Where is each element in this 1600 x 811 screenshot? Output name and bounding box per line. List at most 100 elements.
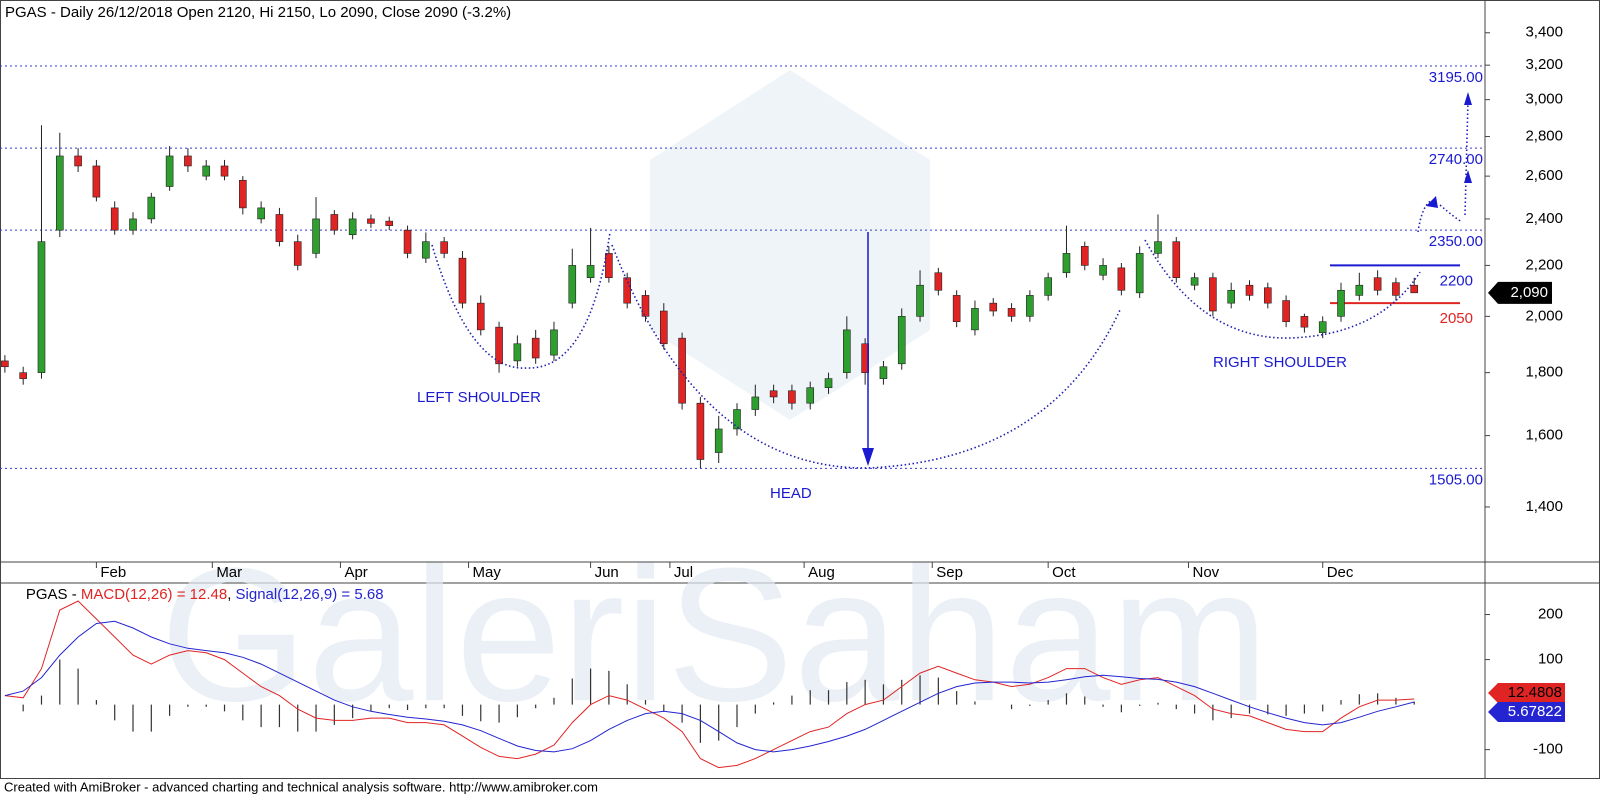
candle-body	[1062, 253, 1071, 274]
candle-body	[989, 302, 998, 312]
macd-line	[4, 620, 1415, 753]
x-tick-label: Jul	[674, 564, 693, 581]
macd-pane: 200 100 -100 12.4808 5.67822	[4, 600, 1565, 769]
candle-body	[1172, 241, 1181, 278]
arrow-head	[1464, 92, 1472, 105]
candle-body	[934, 272, 943, 291]
annotation: LEFT SHOULDER	[417, 389, 541, 406]
x-tick-label: Dec	[1327, 564, 1354, 581]
candle-body	[476, 302, 485, 331]
y-tick-label: 2,600	[1525, 167, 1563, 184]
candle-body	[1044, 277, 1052, 296]
y-tick-label: 100	[1538, 651, 1563, 668]
level-label: 2350.00	[1429, 233, 1483, 250]
level-label: 2740.00	[1429, 151, 1483, 168]
candle-body	[367, 218, 375, 224]
candle-body	[1135, 253, 1144, 294]
x-tick-label: Mar	[216, 564, 242, 581]
arrow-head	[862, 448, 874, 466]
candle-body	[769, 390, 778, 398]
x-tick-label: Feb	[100, 564, 126, 581]
candle-body	[257, 207, 265, 220]
candle-body	[916, 284, 924, 317]
candle-body	[19, 372, 27, 379]
y-tick-label: 3,200	[1525, 56, 1563, 73]
title-part: Signal(12,26,9) = 5.68	[236, 586, 384, 603]
candle-body	[385, 220, 394, 226]
candle-body	[952, 295, 961, 323]
y-tick-label: 1,400	[1525, 498, 1563, 515]
candle-body	[1245, 284, 1254, 296]
candle-body	[1, 360, 9, 368]
annotation: HEAD	[770, 485, 812, 502]
chart-title: PGAS - Daily 26/12/2018 Open 2120, Hi 21…	[5, 4, 511, 21]
candle-body	[1300, 316, 1309, 328]
y-tick-label: 2,400	[1525, 210, 1563, 227]
candle-body	[92, 165, 101, 198]
candle-body	[1080, 246, 1089, 266]
y-tick-label: -100	[1533, 741, 1563, 758]
candle-body	[1117, 267, 1126, 291]
candle-body	[422, 241, 430, 259]
candle-body	[696, 402, 705, 460]
candle-body	[403, 229, 412, 254]
x-tick-label: Oct	[1052, 564, 1076, 581]
level-label: 1505.00	[1429, 471, 1483, 488]
value-tag-label: 12.4808	[1508, 684, 1562, 701]
candle-body	[1026, 295, 1034, 317]
candle-body	[37, 241, 46, 373]
candle-body	[971, 308, 979, 331]
candle-body	[1392, 282, 1400, 296]
x-tick-label: Sep	[936, 564, 963, 581]
price-pane: 3,400 3,200 3,000 2,800 2,600 2,400 2,200 2,000…	[0, 24, 1563, 581]
head-arc	[611, 244, 1121, 469]
title-part: PGAS -	[26, 586, 81, 603]
candle-body	[1227, 289, 1235, 304]
candle-body	[843, 329, 851, 373]
macd-title: PGAS - MACD(12,26) = 12.48, Signal(12,26…	[5, 586, 396, 603]
y-tick-label: 1,800	[1525, 364, 1563, 381]
candle-body	[312, 218, 320, 254]
candle-body	[1355, 284, 1364, 296]
candle-body	[714, 428, 723, 453]
candle-body	[751, 396, 760, 410]
right-shoulder-arc	[1144, 239, 1421, 339]
candle-body	[1007, 308, 1016, 317]
candle-body	[440, 241, 448, 254]
macd-line	[4, 600, 1415, 769]
x-tick-label: Aug	[808, 564, 835, 581]
watermark-group: GaleriSaham	[160, 70, 1269, 741]
y-tick-label: 2,800	[1525, 127, 1563, 144]
candle-body	[275, 214, 284, 242]
arrow-head	[1464, 170, 1472, 183]
annotation: RIGHT SHOULDER	[1213, 354, 1347, 371]
candle-body	[733, 409, 741, 430]
title-part: MACD(12,26) = 12.48	[81, 586, 227, 603]
candle-body	[605, 253, 613, 278]
candle-body	[184, 155, 192, 167]
x-tick-label: Nov	[1192, 564, 1219, 581]
candle-body	[550, 329, 558, 356]
target-path	[1417, 99, 1469, 233]
footer: Created with AmiBroker - advanced charti…	[4, 779, 598, 794]
candle-body	[202, 165, 211, 177]
candle-body	[110, 207, 119, 231]
level-label: 3195.00	[1429, 69, 1483, 86]
candle-body	[348, 218, 357, 236]
candle-body	[1209, 277, 1217, 312]
candle-body	[330, 214, 339, 231]
value-tag	[1488, 702, 1565, 723]
candle-body	[824, 378, 833, 389]
candle-body	[513, 343, 522, 362]
title-part: ,	[227, 586, 235, 603]
candle-body	[879, 366, 888, 379]
value-tag	[1488, 682, 1565, 703]
candle-body	[1099, 265, 1107, 276]
watermark-text: GaleriSaham	[160, 529, 1269, 741]
y-tick-label: 2,200	[1525, 256, 1563, 273]
candle-body	[678, 337, 686, 404]
y-tick-label: 200	[1538, 605, 1563, 622]
candle-body	[586, 265, 595, 278]
candle-body	[1318, 321, 1327, 333]
